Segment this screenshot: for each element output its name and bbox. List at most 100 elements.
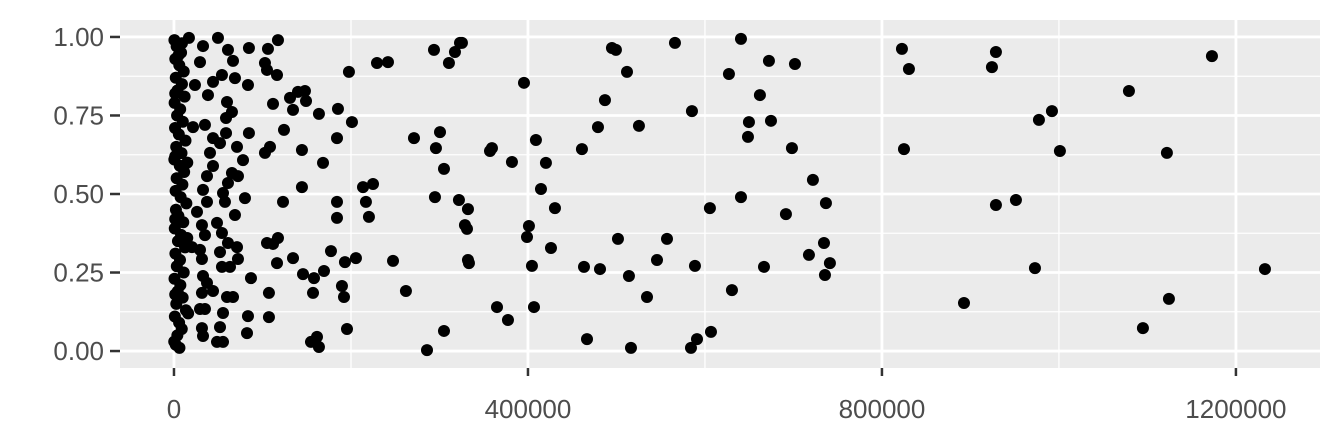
y-tick-label: 0.75 [53, 100, 104, 130]
data-point [598, 94, 611, 107]
data-point [177, 266, 190, 279]
data-point [685, 105, 698, 118]
data-point [200, 170, 213, 183]
data-point [460, 222, 473, 235]
data-point [345, 116, 358, 129]
data-point [650, 253, 663, 266]
data-point [307, 286, 320, 299]
data-point [241, 79, 254, 92]
data-point [725, 284, 738, 297]
data-point [220, 95, 233, 108]
data-point [1032, 113, 1045, 126]
data-point [221, 236, 234, 249]
y-tick-label: 0.25 [53, 258, 104, 288]
data-point [300, 95, 313, 108]
data-point [240, 327, 253, 340]
data-point [238, 192, 251, 205]
data-point [242, 127, 255, 140]
data-point [220, 127, 233, 140]
data-point [342, 65, 355, 78]
data-point [989, 198, 1002, 211]
data-point [170, 297, 183, 310]
data-point [785, 142, 798, 155]
data-point [197, 183, 210, 196]
data-point [434, 126, 446, 139]
data-point [407, 132, 420, 145]
data-point [221, 177, 234, 190]
data-point [267, 97, 280, 110]
data-point [211, 31, 224, 44]
data-point [762, 54, 775, 67]
data-point [295, 181, 308, 194]
data-point [262, 286, 275, 299]
data-point [1162, 292, 1175, 305]
data-point [198, 118, 211, 131]
data-point [169, 213, 182, 226]
data-point [357, 181, 370, 194]
data-point [454, 36, 466, 49]
data-point [181, 231, 194, 244]
data-point [575, 143, 588, 156]
data-point [214, 137, 226, 150]
data-point [210, 216, 223, 229]
data-point [207, 285, 220, 298]
data-point [312, 107, 325, 120]
data-point [169, 150, 182, 163]
data-point [190, 205, 203, 218]
data-point [261, 42, 274, 55]
data-point [806, 173, 819, 186]
data-point [957, 296, 970, 309]
data-point [195, 253, 208, 266]
data-point [198, 229, 211, 242]
data-point [217, 307, 230, 320]
data-point [442, 57, 455, 70]
data-point [201, 89, 214, 102]
data-point [985, 61, 998, 74]
data-point [207, 160, 220, 173]
data-point [317, 264, 330, 277]
data-point [221, 43, 234, 56]
data-point [704, 325, 717, 338]
data-point [362, 210, 375, 223]
data-point [231, 253, 244, 266]
data-point [427, 43, 440, 56]
data-point [448, 46, 461, 59]
data-point [520, 231, 533, 244]
data-point [580, 333, 593, 346]
data-point [622, 269, 635, 282]
data-point [242, 41, 255, 54]
x-tick-label: 0 [167, 394, 181, 424]
data-point [270, 68, 283, 81]
data-point [198, 302, 211, 315]
data-point [330, 211, 343, 224]
data-point [779, 208, 792, 221]
data-point [195, 286, 208, 299]
data-point [310, 330, 323, 343]
data-point [802, 248, 815, 261]
data-point [188, 79, 201, 92]
data-point [169, 338, 182, 351]
data-point [527, 301, 540, 314]
data-point [270, 257, 283, 270]
data-point [1160, 146, 1173, 159]
data-point [217, 335, 230, 348]
data-point [452, 193, 465, 206]
data-point [179, 134, 192, 147]
data-point [324, 245, 337, 258]
data-point [200, 195, 213, 208]
data-point [215, 68, 228, 81]
data-point [462, 257, 475, 270]
data-point [169, 288, 182, 301]
data-point [187, 121, 200, 134]
data-point [277, 123, 290, 136]
y-axis: 0.00 0.25 0.50 0.75 1.00 [53, 22, 120, 366]
data-point [178, 90, 191, 103]
data-point [757, 260, 770, 273]
data-point [902, 62, 915, 75]
data-point [989, 46, 1002, 59]
data-point [788, 57, 801, 70]
data-point [207, 75, 220, 88]
data-point [620, 65, 633, 78]
data-point [230, 140, 243, 153]
